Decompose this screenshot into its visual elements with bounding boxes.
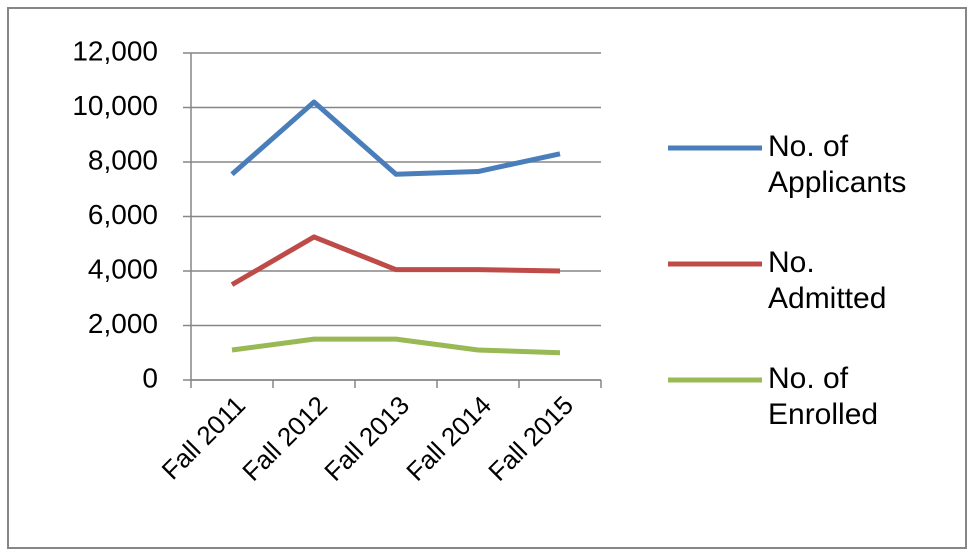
y-tick-label: 2,000 xyxy=(88,308,158,339)
chart-border xyxy=(7,7,967,549)
y-tick-label: 4,000 xyxy=(88,253,158,284)
series-line xyxy=(230,234,561,287)
series-line xyxy=(231,336,561,356)
y-tick-label: 12,000 xyxy=(72,35,158,66)
legend-label: No. of Enrolled xyxy=(768,362,879,431)
y-tick-label: 0 xyxy=(142,362,158,393)
legend-label: No. Admitted xyxy=(768,246,887,315)
y-tick-label: 6,000 xyxy=(88,199,158,230)
y-tick-label: 8,000 xyxy=(88,144,158,175)
series-line xyxy=(230,99,561,177)
y-tick-label: 10,000 xyxy=(72,90,158,121)
legend-label: No. of Applicants xyxy=(768,130,907,199)
